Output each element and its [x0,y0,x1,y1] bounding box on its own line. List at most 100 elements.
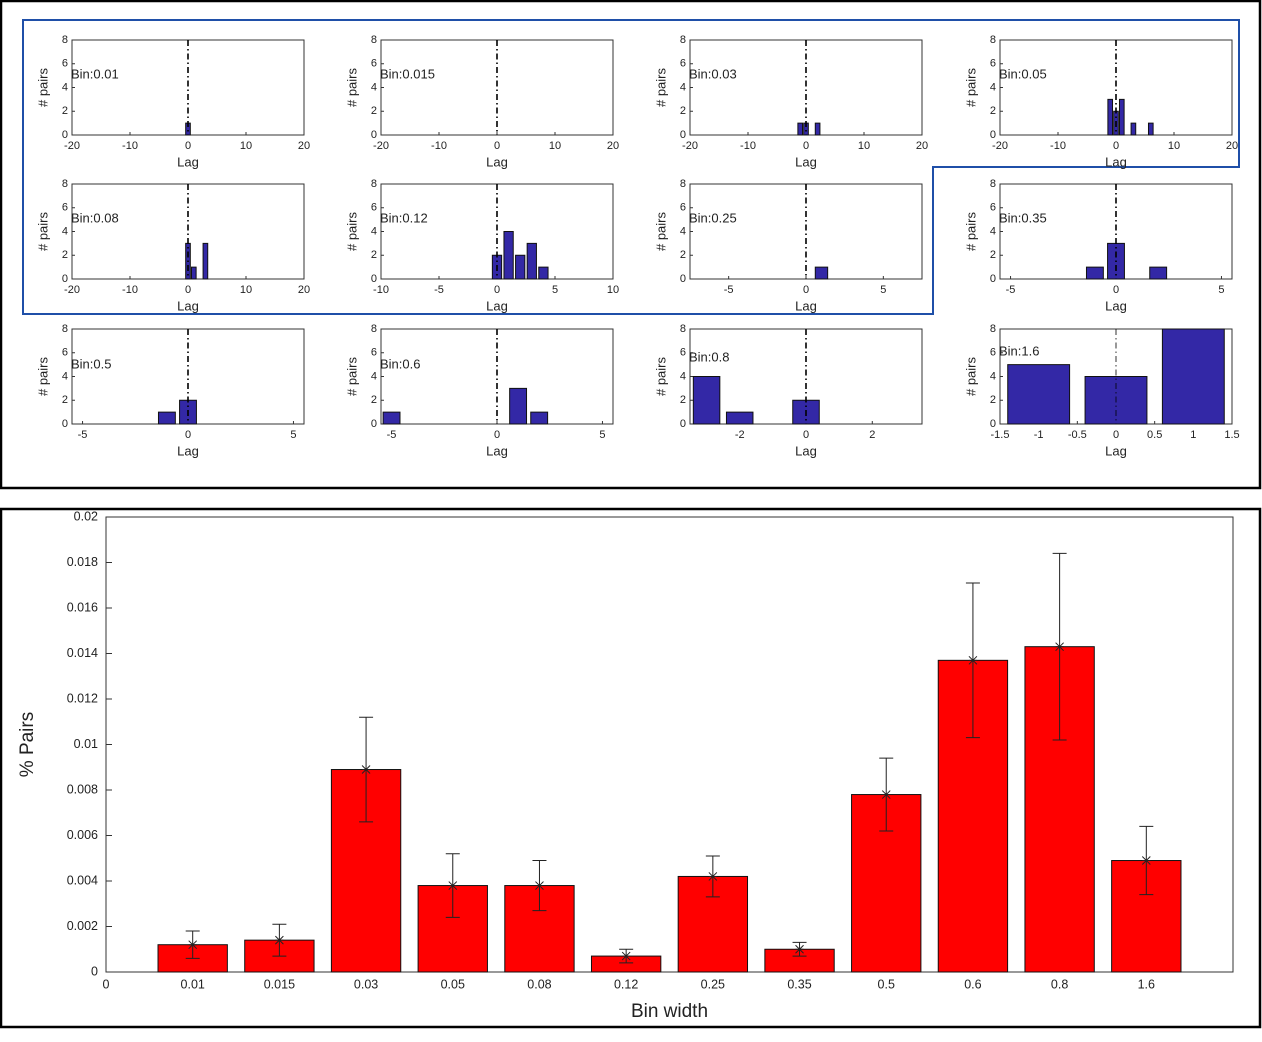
y-tick-label: 4 [62,370,68,382]
y-tick-label: 2 [371,394,377,406]
y-tick-label: 2 [371,249,377,261]
x-tick-label: -10 [1050,140,1066,152]
top-panel-border [0,0,1262,490]
y-tick-label: 8 [680,323,686,335]
bar [530,411,549,425]
y-tick-label: 6 [371,347,377,359]
y-tick-label: 4 [62,225,68,237]
x-tick-label: -0.5 [1068,429,1087,441]
x-tick-label: 0.05 [441,977,465,991]
y-axis-label: # pairs [344,356,359,396]
x-tick-label: 5 [552,284,558,296]
bin-annotation: Bin:0.12 [380,210,428,225]
y-axis-label: # pairs [963,211,978,251]
x-tick-label: 2 [869,429,875,441]
y-tick-label: 0 [680,418,686,430]
bin-annotation: Bin:0.03 [689,66,737,81]
error-bar [1052,552,1067,741]
x-tick-label: -10 [431,140,447,152]
y-axis-label: # pairs [653,211,668,251]
y-tick-label: 6 [62,202,68,214]
x-tick-label: 5 [599,429,605,441]
bar [1118,98,1125,136]
x-tick-label: 0 [103,977,110,991]
y-tick-label: 2 [990,105,996,117]
x-tick-label: 1 [1190,429,1196,441]
y-tick-label: 4 [990,225,996,237]
x-tick-label: -5 [724,284,734,296]
y-tick-label: 4 [62,81,68,93]
y-tick-label: 4 [990,81,996,93]
error-bar [619,948,634,964]
y-tick-label: 2 [990,249,996,261]
y-tick-label: 0 [371,129,377,141]
y-tick-label: 6 [62,58,68,70]
y-tick-label: 0.002 [67,919,98,933]
bin-annotation: Bin:0.8 [689,349,729,364]
bar [692,376,721,425]
y-tick-label: 0 [990,418,996,430]
x-tick-label: 0 [494,429,500,441]
bar [1007,364,1071,425]
error-bar [359,716,374,823]
x-tick-label: 0 [1113,284,1119,296]
y-tick-label: 2 [990,394,996,406]
x-tick-label: -5 [1006,284,1016,296]
y-tick-label: 0.016 [67,600,98,614]
error-bar [879,757,894,832]
x-tick-label: -1.5 [991,429,1010,441]
bar [814,122,821,136]
x-tick-label: 5 [880,284,886,296]
x-axis-label: Lag [486,154,508,169]
x-tick-label: 0.25 [701,977,725,991]
y-tick-label: 8 [990,34,996,46]
y-tick-label: 0 [62,273,68,285]
y-tick-label: 2 [680,105,686,117]
y-tick-label: 0.02 [74,509,98,523]
y-tick-label: 6 [990,347,996,359]
bar [1085,266,1104,280]
y-tick-label: 8 [680,178,686,190]
x-tick-label: -5 [387,429,397,441]
bar [1149,266,1168,280]
bar [202,242,209,280]
y-tick-label: 6 [680,202,686,214]
bar [382,411,401,425]
y-tick-label: 6 [371,202,377,214]
x-tick-label: 1.5 [1224,429,1239,441]
x-tick-label: 0.01 [181,977,205,991]
y-tick-label: 4 [680,81,686,93]
x-tick-label: 0 [803,429,809,441]
y-tick-label: 0.01 [74,737,98,751]
x-tick-label: 0 [1113,140,1119,152]
y-tick-label: 2 [371,105,377,117]
x-tick-label: -20 [64,284,80,296]
x-tick-label: -5 [434,284,444,296]
y-tick-label: 0.014 [67,646,98,660]
y-tick-label: 6 [62,347,68,359]
y-tick-label: 0.018 [67,555,98,569]
error-bar [705,855,720,898]
y-tick-label: 4 [371,370,377,382]
x-axis-label: Lag [1105,298,1127,313]
x-tick-label: 20 [298,284,310,296]
error-bar [1139,825,1154,896]
x-tick-label: -20 [373,140,389,152]
y-tick-label: 0 [91,964,98,978]
y-axis-label: # pairs [653,67,668,107]
y-tick-label: 2 [680,249,686,261]
error-bar [792,941,807,957]
x-tick-label: 0.03 [354,977,378,991]
x-tick-label: 10 [607,284,619,296]
x-tick-label: 0 [185,140,191,152]
bar [1161,328,1225,425]
bin-annotation: Bin:1.6 [999,343,1039,358]
y-tick-label: 0 [990,273,996,285]
x-tick-label: 1.6 [1138,977,1155,991]
x-tick-label: 0.8 [1051,977,1068,991]
x-tick-label: 0 [803,140,809,152]
y-tick-label: 2 [680,394,686,406]
bar [190,266,197,280]
x-tick-label: -10 [122,140,138,152]
